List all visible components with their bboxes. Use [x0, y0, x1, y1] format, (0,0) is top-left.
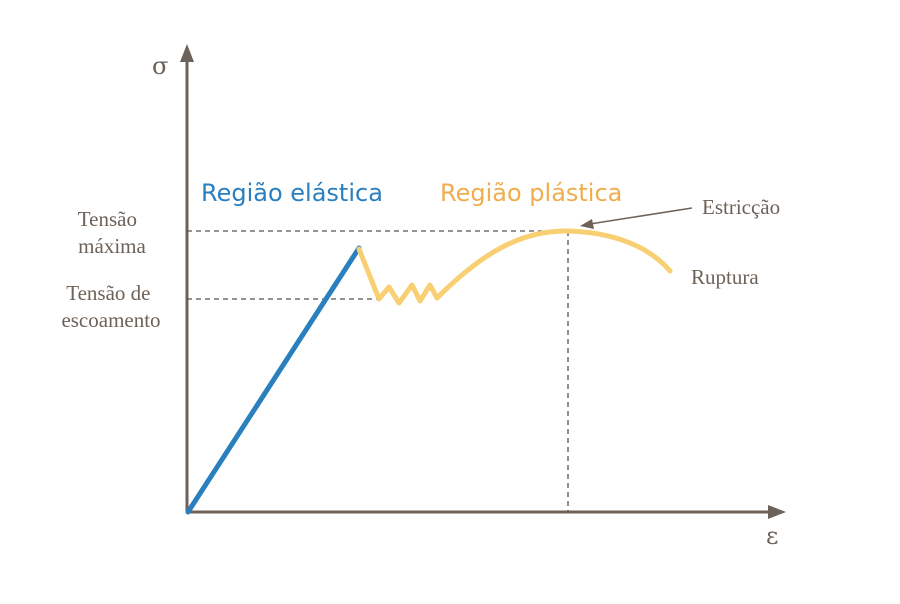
yield-stress-label: Tensão de escoamento — [61, 281, 160, 332]
necking-label: Estricção — [702, 195, 780, 219]
max-stress-label: Tensão máxima — [78, 207, 147, 258]
rupture-label: Ruptura — [691, 265, 759, 289]
necking-arrowhead — [580, 219, 594, 229]
elastic-curve — [185, 245, 362, 515]
elastic-region-label: Região elástica — [201, 179, 383, 207]
max-stress-label-line2: máxima — [78, 234, 146, 258]
necking-arrow-line — [589, 207, 693, 225]
axes — [180, 44, 786, 519]
y-axis-arrowhead — [180, 44, 194, 62]
yield-stress-label-line2: escoamento — [61, 308, 160, 332]
guide-lines — [187, 230, 569, 512]
plastic-region-label: Região plástica — [440, 179, 622, 207]
x-axis-arrowhead — [768, 505, 786, 519]
plastic-curve — [356, 228, 673, 306]
x-axis-symbol: ε — [766, 522, 778, 550]
max-stress-label-line1: Tensão — [78, 207, 137, 231]
y-axis-symbol: σ — [152, 52, 168, 80]
yield-stress-label-line1: Tensão de — [66, 281, 150, 305]
